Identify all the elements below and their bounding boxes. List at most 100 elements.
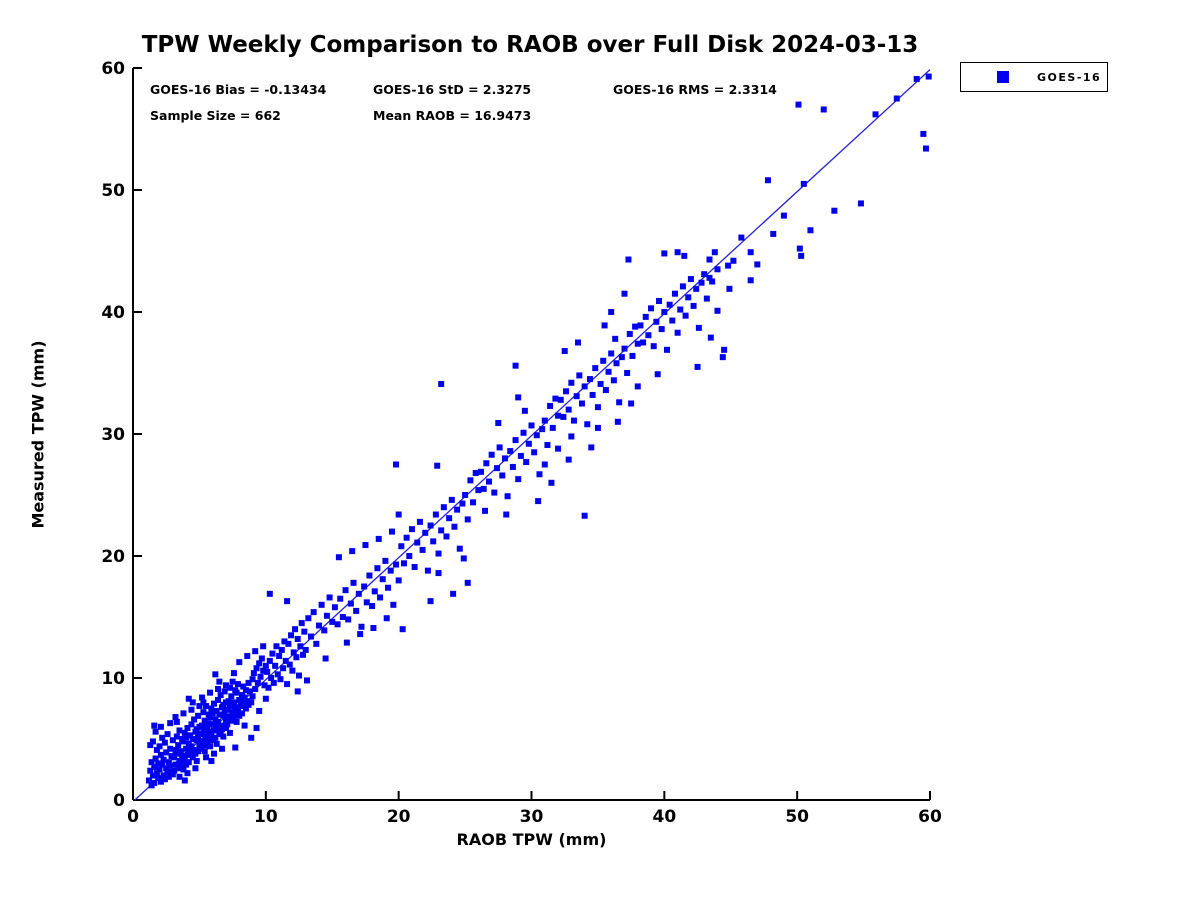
data-point-marker [342, 587, 349, 594]
data-point-marker [482, 507, 489, 514]
data-point-marker [450, 590, 457, 597]
data-point-marker [454, 506, 461, 513]
data-point-marker [626, 330, 633, 337]
data-point-marker [560, 413, 567, 420]
data-point-marker [167, 720, 174, 727]
data-point-marker [310, 609, 317, 616]
data-point-marker [232, 744, 239, 751]
data-point-marker [196, 742, 203, 749]
data-point-marker [605, 368, 612, 375]
data-point-marker [747, 277, 754, 284]
data-point-marker [416, 518, 423, 525]
data-point-marker [260, 667, 267, 674]
data-point-marker [167, 745, 174, 752]
data-point-marker [189, 699, 196, 706]
data-point-marker [459, 500, 466, 507]
data-point-marker [217, 731, 224, 738]
data-point-marker [156, 766, 163, 773]
data-point-marker [616, 399, 623, 406]
data-point-marker [406, 553, 413, 559]
data-point-marker [207, 743, 214, 750]
data-point-marker [613, 360, 620, 367]
data-point-marker [224, 706, 231, 713]
data-point-marker [369, 603, 376, 610]
data-point-marker [661, 250, 668, 257]
data-point-marker [187, 732, 194, 739]
data-point-marker [183, 745, 190, 752]
data-point-marker [230, 699, 237, 706]
data-point-marker [209, 710, 216, 717]
data-point-marker [288, 632, 295, 639]
y-tick-label: 0 [113, 791, 125, 811]
data-point-marker [893, 95, 900, 102]
data-point-marker [155, 760, 162, 767]
data-point-marker [371, 588, 378, 595]
data-point-marker [355, 590, 362, 597]
data-point-marker [201, 717, 208, 724]
data-point-marker [177, 748, 184, 755]
data-point-marker [200, 709, 207, 716]
data-point-marker [725, 262, 732, 269]
data-point-marker [578, 400, 585, 407]
data-point-marker [422, 529, 429, 536]
data-point-marker [188, 721, 195, 728]
data-point-marker [185, 759, 192, 766]
data-point-marker [253, 665, 260, 672]
data-point-marker [698, 279, 705, 286]
data-point-marker [322, 655, 329, 662]
data-point-marker [764, 177, 771, 184]
data-point-marker [157, 751, 164, 758]
data-point-marker [389, 528, 396, 535]
data-point-marker [188, 706, 195, 713]
data-point-marker [464, 516, 471, 523]
data-point-marker [521, 407, 528, 414]
data-point-marker [165, 773, 172, 780]
data-point-marker [491, 489, 498, 496]
data-point-marker [383, 615, 390, 622]
data-point-marker [184, 725, 191, 732]
data-point-marker [451, 523, 458, 530]
data-point-marker [300, 651, 307, 658]
data-point-marker [382, 557, 389, 564]
data-point-marker [658, 326, 665, 333]
data-point-marker [284, 598, 291, 605]
data-point-marker [217, 692, 224, 699]
data-point-marker [199, 738, 206, 745]
data-point-marker [645, 332, 652, 339]
data-point-marker [589, 391, 596, 398]
data-point-marker [289, 667, 296, 674]
data-point-marker [648, 305, 655, 312]
data-point-marker [663, 346, 670, 353]
data-point-marker [201, 742, 208, 749]
data-point-marker [151, 764, 158, 771]
data-point-marker [592, 365, 599, 372]
data-point-marker [280, 665, 287, 672]
data-point-marker [754, 261, 761, 268]
data-point-marker [602, 387, 609, 394]
data-point-marker [709, 278, 716, 285]
data-point-marker [363, 599, 370, 606]
data-point-marker [512, 362, 519, 369]
data-point-marker [161, 776, 168, 783]
data-point-marker [721, 346, 728, 353]
data-point-marker [335, 554, 342, 561]
data-point-marker [274, 671, 281, 678]
data-point-marker [568, 379, 575, 386]
data-point-marker [152, 755, 159, 762]
data-point-marker [618, 354, 625, 361]
data-point-marker [321, 627, 328, 634]
data-point-marker [315, 622, 322, 629]
data-point-marker [557, 396, 564, 403]
data-point-marker [796, 245, 803, 252]
data-point-marker [290, 649, 297, 656]
data-point-marker [427, 522, 434, 529]
data-point-marker [273, 643, 280, 650]
data-point-marker [379, 576, 386, 583]
data-point-marker [337, 595, 344, 602]
data-point-marker [242, 687, 249, 694]
data-point-marker [250, 670, 257, 677]
data-point-marker [438, 380, 445, 387]
data-point-marker [634, 383, 641, 390]
data-point-marker [581, 383, 588, 390]
data-point-marker [249, 676, 256, 683]
